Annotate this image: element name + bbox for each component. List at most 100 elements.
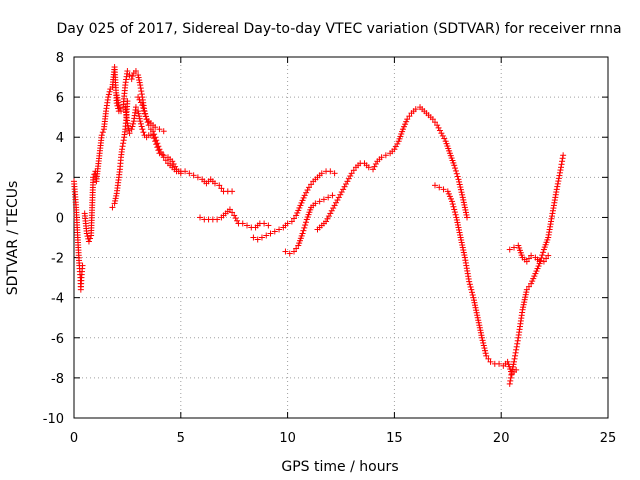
data-point — [402, 121, 409, 128]
data-point — [194, 174, 201, 181]
data-point — [113, 192, 120, 199]
data-point — [124, 122, 131, 129]
data-point — [466, 281, 473, 288]
data-point — [83, 230, 90, 237]
data-point — [457, 231, 464, 238]
data-point — [160, 128, 167, 135]
data-point — [459, 242, 466, 249]
data-point — [525, 255, 532, 262]
data-point — [342, 181, 349, 188]
data-point — [327, 168, 334, 175]
y-tick-label: 2 — [56, 171, 64, 186]
data-point — [126, 130, 133, 137]
data-point — [265, 222, 272, 229]
data-point — [508, 368, 515, 375]
data-point — [137, 120, 144, 127]
data-point — [98, 132, 105, 139]
data-point — [331, 170, 338, 177]
data-point — [431, 182, 438, 189]
data-point — [105, 91, 112, 98]
data-point — [454, 221, 461, 228]
data-point — [226, 206, 233, 213]
data-point — [325, 213, 332, 220]
data-point — [514, 340, 521, 347]
data-point — [461, 201, 468, 208]
data-point — [214, 216, 221, 223]
data-point — [124, 68, 131, 75]
x-tick-label: 5 — [177, 431, 185, 446]
data-point — [135, 108, 142, 115]
data-points — [71, 64, 567, 387]
data-point — [129, 73, 136, 80]
data-point — [312, 200, 319, 207]
data-point — [431, 119, 438, 126]
data-point — [511, 358, 518, 365]
data-point — [135, 74, 142, 81]
data-point — [558, 161, 565, 168]
data-point — [485, 355, 492, 362]
data-point — [286, 250, 293, 257]
data-point — [456, 229, 463, 236]
data-point — [325, 194, 332, 201]
chart-title: Day 025 of 2017, Sidereal Day-to-day VTE… — [56, 21, 621, 37]
data-point — [335, 194, 342, 201]
data-point — [473, 307, 480, 314]
data-point — [114, 97, 121, 104]
data-point — [239, 220, 246, 227]
data-point — [406, 113, 413, 120]
data-point — [454, 173, 461, 180]
data-point — [318, 170, 325, 177]
data-point — [479, 337, 486, 344]
data-point — [506, 246, 513, 253]
data-point — [138, 123, 145, 130]
data-point — [106, 88, 113, 95]
data-point — [150, 132, 157, 139]
data-point — [474, 312, 481, 319]
data-point — [513, 346, 520, 353]
data-point — [533, 268, 540, 275]
y-tick-label: -2 — [51, 252, 64, 267]
data-point — [258, 234, 265, 241]
data-point — [137, 82, 144, 89]
data-point — [480, 339, 487, 346]
data-point — [120, 137, 127, 144]
data-point — [333, 199, 340, 206]
data-point — [130, 120, 137, 127]
data-point — [466, 278, 473, 285]
data-point — [509, 366, 516, 373]
data-point — [128, 76, 135, 83]
data-point — [229, 188, 236, 195]
x-tick-label: 10 — [279, 431, 296, 446]
data-point — [532, 270, 539, 277]
data-point — [507, 377, 514, 384]
data-point — [125, 125, 132, 132]
data-point — [132, 104, 139, 111]
data-point — [481, 345, 488, 352]
data-point — [483, 352, 490, 359]
data-point — [113, 92, 120, 99]
data-point — [462, 206, 469, 213]
data-point — [478, 334, 485, 341]
data-point — [294, 209, 301, 216]
data-point — [186, 170, 193, 177]
data-point — [305, 184, 312, 191]
data-point — [347, 172, 354, 179]
data-point — [316, 198, 323, 205]
data-point — [85, 238, 92, 245]
data-point — [480, 342, 487, 349]
data-point — [462, 209, 469, 216]
data-point — [520, 301, 527, 308]
data-point — [337, 191, 344, 198]
data-point — [535, 263, 542, 270]
data-point — [506, 380, 513, 387]
data-point — [254, 236, 261, 243]
data-point — [300, 227, 307, 234]
data-point — [476, 324, 483, 331]
data-point — [154, 144, 161, 151]
data-point — [144, 119, 151, 126]
data-point — [540, 249, 547, 256]
data-point — [197, 214, 204, 221]
data-point — [528, 280, 535, 287]
data-point — [557, 167, 564, 174]
data-point — [525, 283, 532, 290]
